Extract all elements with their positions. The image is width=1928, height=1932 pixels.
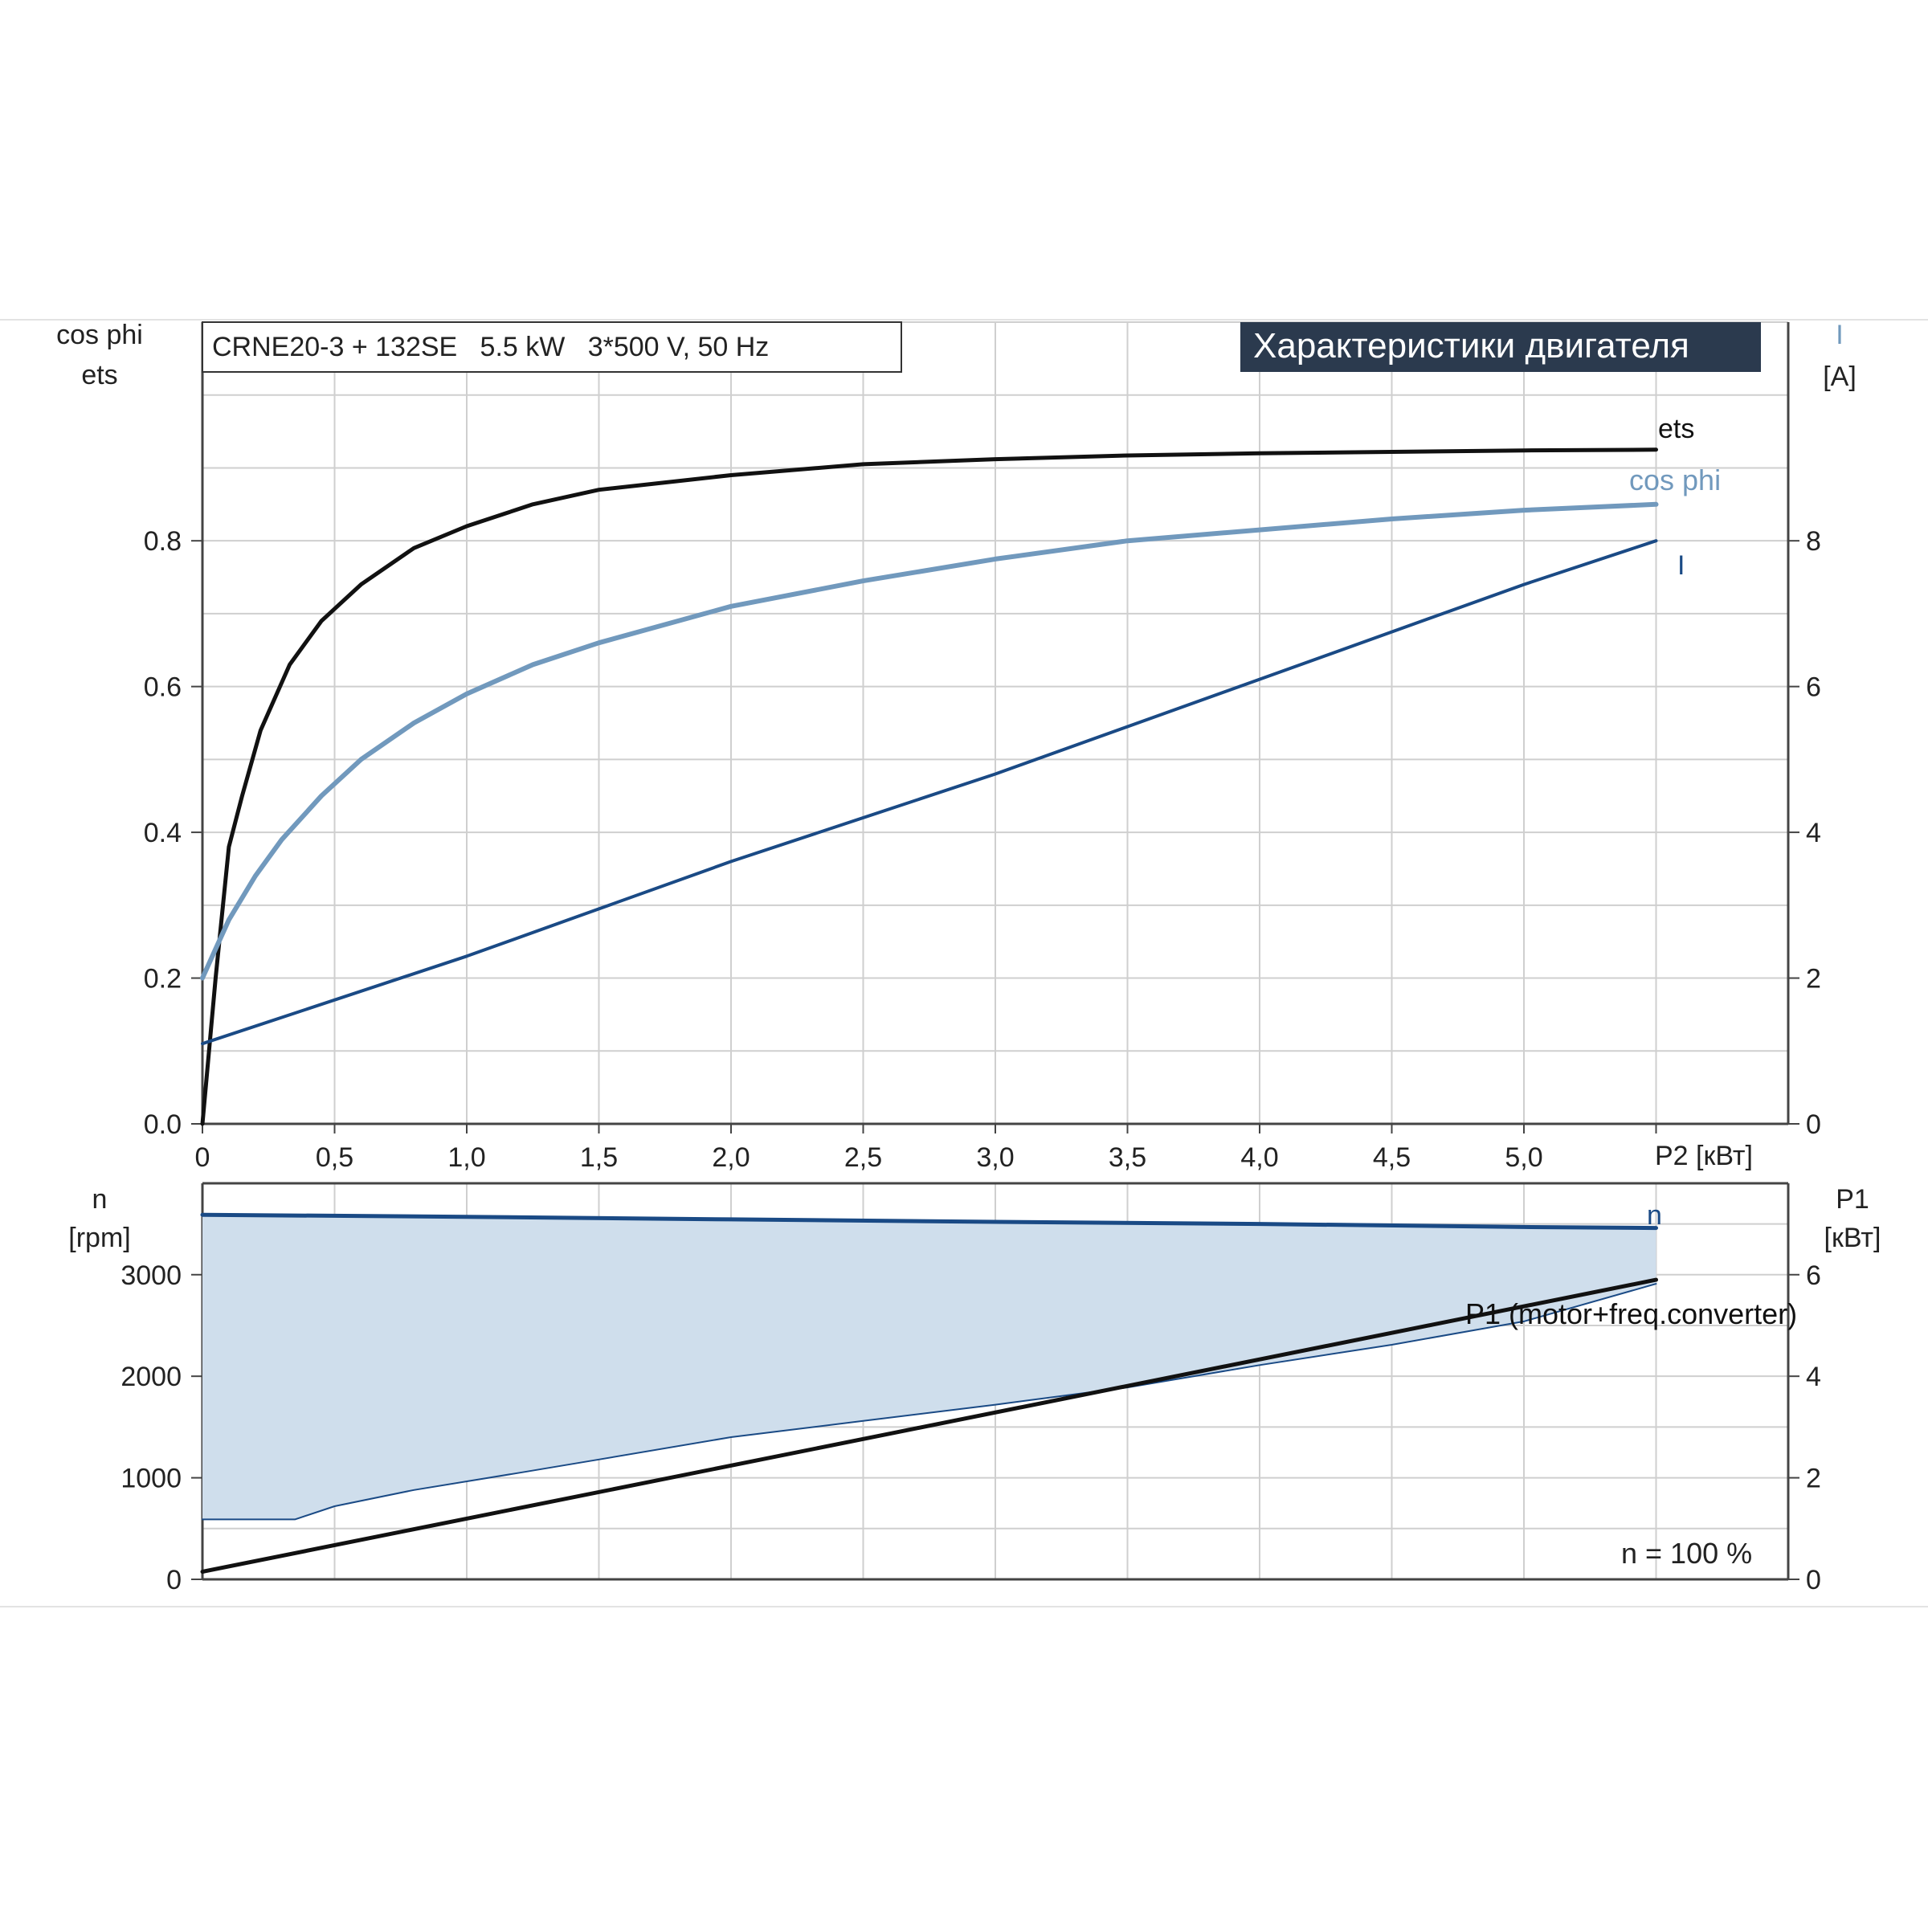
top-panel-grid [191, 321, 1799, 1133]
x-tick-label: 3,0 [976, 1142, 1014, 1173]
series-lines [200, 447, 1659, 1574]
bot-left-tick-label: 3000 [120, 1260, 182, 1291]
speed-range-fill [202, 1215, 1656, 1520]
top-right-tick-label: 2 [1806, 964, 1821, 995]
y-right-label-unit: [A] [1823, 361, 1857, 392]
y2-left-label-unit: [rpm] [68, 1223, 130, 1253]
series-label-p1: P1 (motor+freq.converter) [1465, 1297, 1797, 1330]
top-left-tick-label: 0.2 [144, 964, 182, 995]
top-right-tick-label: 4 [1806, 818, 1821, 848]
series-label-cosphi: cos phi [1629, 464, 1721, 496]
top-left-tick-label: 0.0 [144, 1109, 182, 1140]
x-tick-label: 0,5 [316, 1142, 353, 1173]
top-left-tick-label: 0.6 [144, 672, 182, 703]
model-box: CRNE20-3 + 132SE 5.5 kW 3*500 V, 50 Hz [202, 321, 902, 373]
series-label-n: n [1647, 1200, 1662, 1231]
bot-left-tick-label: 0 [166, 1565, 182, 1595]
series-cosphi-line [200, 501, 1659, 981]
series-n-line [200, 1212, 1658, 1231]
x-tick-label: 4,5 [1373, 1142, 1411, 1173]
top-right-tick-label: 8 [1806, 526, 1821, 557]
y-right-label-i: I [1836, 320, 1843, 350]
x-tick-label: 3,5 [1109, 1142, 1146, 1173]
bot-left-tick-label: 2000 [120, 1362, 182, 1392]
y2-left-label-n: n [92, 1184, 108, 1215]
bot-left-tick-label: 1000 [120, 1464, 182, 1494]
bot-right-tick-label: 4 [1806, 1362, 1821, 1392]
y2-right-label-unit: [кВт] [1824, 1223, 1881, 1253]
y2-right-label-p1: P1 [1836, 1184, 1869, 1215]
x-tick-label: 5,0 [1505, 1142, 1542, 1173]
series-ets-line [200, 447, 1658, 1126]
series-p1-line [200, 1277, 1658, 1574]
annotation-speed: n = 100 % [1621, 1537, 1752, 1570]
model-label: CRNE20-3 + 132SE 5.5 kW 3*500 V, 50 Hz [212, 332, 769, 362]
x-tick-label: 1,5 [580, 1142, 618, 1173]
x-tick-label: 0 [195, 1142, 210, 1173]
y-left-label-cosphi: cos phi [56, 320, 143, 350]
top-right-tick-label: 0 [1806, 1109, 1821, 1140]
x-tick-label: 2,5 [844, 1142, 882, 1173]
axis-labels: 0.0 0.2 0.4 0.6 0.8 0 2 4 6 8 0 0,5 1,0 1,5 2,0 2,5 3,0 3… [120, 526, 1821, 1595]
bot-right-tick-label: 6 [1806, 1260, 1821, 1291]
title-box: Характеристики двигателя [1240, 322, 1761, 372]
x-tick-label: 4,0 [1240, 1142, 1278, 1173]
y-left-label-ets: ets [81, 360, 117, 390]
x-tick-label: 1,0 [447, 1142, 485, 1173]
series-label-ets: ets [1658, 414, 1694, 444]
bot-right-tick-label: 2 [1806, 1464, 1821, 1494]
series-label-i: I [1677, 550, 1685, 581]
bot-right-tick-label: 0 [1806, 1565, 1821, 1595]
chart-title: Характеристики двигателя [1253, 326, 1689, 366]
series-n-min-line [202, 1283, 1657, 1521]
outer-frame [0, 319, 1928, 1607]
speed-range-area [202, 1215, 1656, 1520]
series-i-line [201, 539, 1658, 1046]
x-tick-label: 2,0 [712, 1142, 750, 1173]
top-left-tick-label: 0.8 [144, 526, 182, 557]
x-axis-label: P2 [кВт] [1655, 1141, 1753, 1171]
top-left-tick-label: 0.4 [144, 818, 182, 848]
top-right-tick-label: 6 [1806, 672, 1821, 703]
